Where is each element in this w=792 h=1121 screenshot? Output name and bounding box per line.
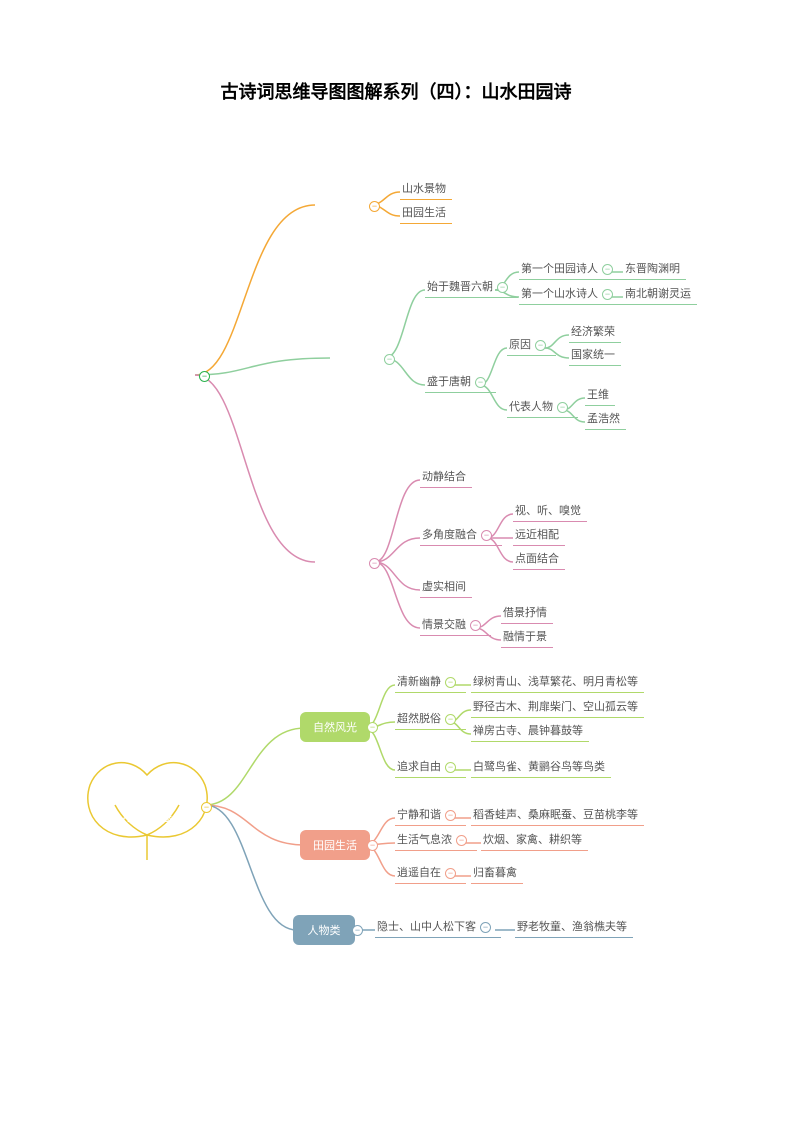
expand-icon[interactable] [557,402,568,413]
expand-icon[interactable] [602,289,613,300]
leaf: 王维 [585,384,615,406]
expand-icon[interactable] [475,377,486,388]
expand-icon[interactable] [369,558,380,569]
expand-icon[interactable] [497,282,508,293]
leaf: 炊烟、家禽、耕织等 [481,829,588,851]
leaf: 绿树青山、浅草繁花、明月青松等 [471,671,644,693]
leaf: 归畜暮禽 [471,862,523,884]
leaf: 野径古木、荆扉柴门、空山孤云等 [471,696,644,718]
leaf: 原因 [507,334,556,356]
leaf: 点面结合 [513,548,565,570]
leaf: 野老牧童、渔翁樵夫等 [515,916,633,938]
expand-icon[interactable] [445,714,456,725]
leaf: 代表人物 [507,396,578,418]
leaf: 禅房古寺、晨钟暮鼓等 [471,720,589,742]
branch-content: 主要内容 [305,175,380,235]
expand-icon[interactable] [445,868,456,879]
leaf: 国家统一 [569,344,621,366]
branch-people: 人物类 [293,915,355,945]
leaf: 清新幽静 [395,671,466,693]
branch-history: 发展历程 [320,328,395,388]
leaf: 生活气息浓 [395,829,477,851]
expand-icon[interactable] [470,620,481,631]
branch-technique: 常用手法 [305,532,380,592]
leaf: 视、听、嗅觉 [513,500,587,522]
leaf: 山水景物 [400,178,452,200]
expand-icon[interactable] [201,802,212,813]
expand-icon[interactable] [445,762,456,773]
expand-icon[interactable] [384,354,395,365]
branch-nature: 自然风光 [300,712,370,742]
leaf: 始于魏晋六朝 [425,276,518,298]
leaf: 南北朝谢灵运 [623,283,697,305]
expand-icon[interactable] [445,677,456,688]
leaf: 借景抒情 [501,602,553,624]
leaf: 孟浩然 [585,408,626,430]
page-title: 古诗词思维导图图解系列（四）：山水田园诗 [0,0,792,104]
expand-icon[interactable] [367,722,378,733]
mindmap-canvas: 山水田园诗概述 山水田园诗 常见意象 主要内容 发展历程 常用手法 自然风光 田… [75,130,725,1050]
branch-rural: 田园生活 [300,830,370,860]
leaf: 融情于景 [501,626,553,648]
leaf: 隐士、山中人松下客 [375,916,501,938]
expand-icon[interactable] [369,201,380,212]
root-overview: 山水田园诗概述 [75,330,210,420]
leaf: 第一个田园诗人 [519,258,623,280]
expand-icon[interactable] [535,340,546,351]
leaf: 稻香蛙声、桑麻眠蚕、豆苗桃李等 [471,804,644,826]
leaf: 虚实相间 [420,576,472,598]
leaf: 超然脱俗 [395,708,466,730]
leaf: 逍遥自在 [395,862,466,884]
root-imagery: 山水田园诗 常见意象 [75,750,220,865]
expand-icon[interactable] [367,840,378,851]
leaf: 第一个山水诗人 [519,283,623,305]
expand-icon[interactable] [602,264,613,275]
leaf: 白鹭鸟雀、黄鹂谷鸟等鸟类 [471,756,611,778]
expand-icon[interactable] [456,835,467,846]
expand-icon[interactable] [445,810,456,821]
leaf: 远近相配 [513,524,565,546]
leaf: 情景交融 [420,614,491,636]
leaf: 宁静和谐 [395,804,466,826]
leaf: 经济繁荣 [569,321,621,343]
expand-icon[interactable] [480,922,491,933]
leaf: 东晋陶渊明 [623,258,686,280]
leaf: 田园生活 [400,202,452,224]
leaf: 追求自由 [395,756,466,778]
expand-icon[interactable] [352,925,363,936]
leaf: 多角度融合 [420,524,502,546]
leaf: 盛于唐朝 [425,371,496,393]
leaf: 动静结合 [420,466,472,488]
expand-icon[interactable] [199,371,210,382]
expand-icon[interactable] [481,530,492,541]
